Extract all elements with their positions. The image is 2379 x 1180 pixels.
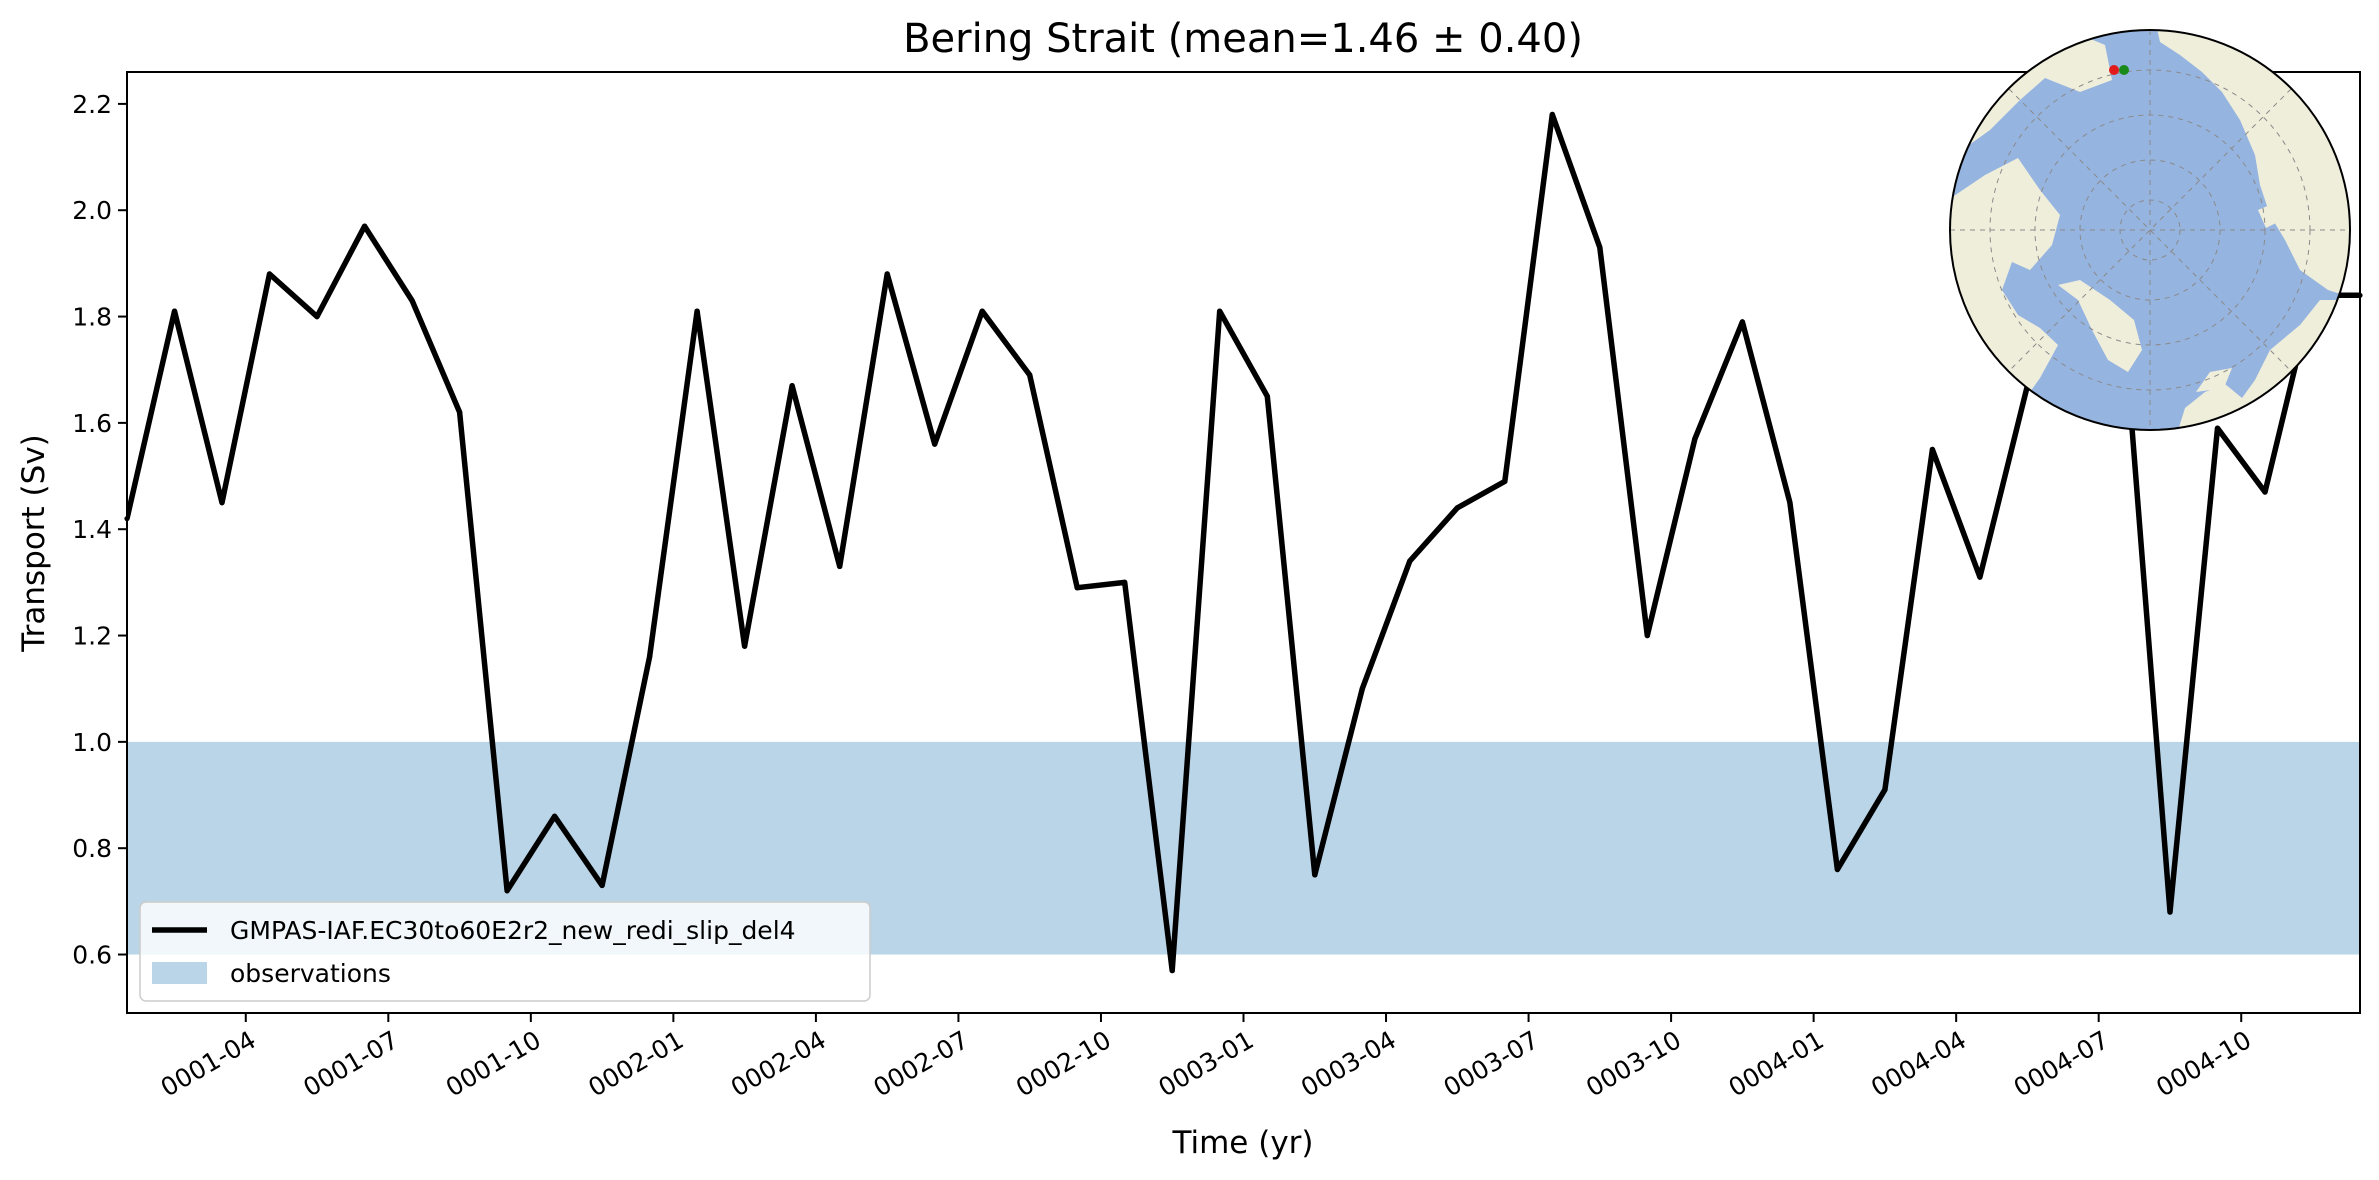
y-tick-label: 0.8 [72,834,112,863]
x-tick-label: 0002-10 [1011,1025,1116,1102]
data-point [742,643,748,649]
legend-box [139,901,871,1002]
data-point [266,271,273,277]
data-point [1692,436,1698,442]
data-point [1454,505,1460,511]
legend: GMPAS-IAF.EC30to60E2r2_new_redi_slip_del… [139,901,871,1002]
x-tick-label: 0004-10 [2151,1025,2256,1102]
y-tick-label: 2.2 [72,90,112,119]
data-point [647,654,653,660]
x-tick-label: 0002-04 [726,1025,831,1102]
x-axis: 0001-04 0001-07 0001-10 0002-01 0002-04 0002-… [156,1013,2256,1102]
x-tick-label: 0003-04 [1296,1025,1401,1102]
inset-map-marker-red [2109,65,2119,75]
data-point [171,308,178,314]
data-point [2262,489,2268,495]
data-point [932,441,938,447]
data-point [1074,585,1080,591]
data-point [2167,909,2173,915]
data-point [1787,500,1793,506]
x-tick-label: 0002-01 [583,1025,688,1102]
x-tick-label: 0004-04 [1866,1025,1971,1102]
x-tick-label: 0001-10 [441,1025,546,1102]
data-point [1027,372,1033,378]
x-tick-label: 0003-07 [1439,1025,1544,1102]
x-tick-label: 0004-07 [2009,1025,2114,1102]
x-tick-label: 0003-01 [1154,1025,1259,1102]
data-point [1882,787,1888,793]
data-point [2214,425,2221,431]
data-point [694,308,700,314]
data-point [1739,319,1745,325]
x-tick-label: 0004-01 [1724,1025,1829,1102]
series-line [127,111,2360,974]
data-point [314,314,320,320]
data-point [1407,558,1413,564]
data-point [1549,111,1555,118]
greenland-land [2058,280,2142,372]
scandinavia-land [2196,368,2232,392]
x-tick-label: 0001-07 [298,1025,403,1102]
svalbard-land [2258,204,2282,228]
data-point [789,383,795,389]
data-point [1834,866,1840,873]
x-tick-label: 0001-04 [156,1025,261,1102]
data-point [1122,579,1128,586]
data-point [1264,393,1270,399]
inset-map [1949,29,2351,431]
y-tick-label: 1.4 [72,515,112,544]
legend-observations-label: observations [230,959,391,988]
data-point [362,223,368,229]
data-point [1644,632,1650,639]
data-point [1312,872,1318,878]
data-point [1359,686,1365,692]
y-tick-label: 2.0 [72,196,112,225]
y-axis: 0.6 0.8 1.0 1.2 1.4 1.6 1.8 2.0 2.2 [72,90,127,970]
data-point [884,271,890,277]
data-point [1977,574,1983,580]
data-point [219,500,225,506]
data-point [409,298,415,304]
data-point [837,563,843,570]
data-point [1597,244,1603,250]
y-tick-label: 1.0 [72,728,112,757]
data-point [504,888,510,894]
data-point [599,882,605,889]
data-point [457,409,463,415]
data-point [1217,308,1223,314]
y-tick-label: 1.2 [72,622,112,651]
inset-map-border [1949,29,2351,431]
y-axis-label: Transport (Sv) [16,434,52,653]
y-tick-label: 0.6 [72,941,112,970]
data-point [1502,478,1508,484]
x-axis-label: Time (yr) [1172,1125,1314,1161]
data-point [1929,446,1935,453]
x-tick-label: 0003-10 [1581,1025,1686,1102]
legend-observations-swatch [152,962,207,984]
novaya-zemlya-land [2270,150,2292,185]
legend-series-label: GMPAS-IAF.EC30to60E2r2_new_redi_slip_del… [230,916,796,945]
y-tick-label: 1.8 [72,303,112,332]
data-point [1169,967,1175,974]
data-point [552,813,558,819]
chart-title: Bering Strait (mean=1.46 ± 0.40) [903,16,1583,62]
x-tick-label: 0002-07 [868,1025,973,1102]
y-tick-label: 1.6 [72,409,112,438]
data-point [979,308,985,314]
inset-map-marker-green [2119,65,2129,75]
inset-map-graticule [1950,30,2350,430]
